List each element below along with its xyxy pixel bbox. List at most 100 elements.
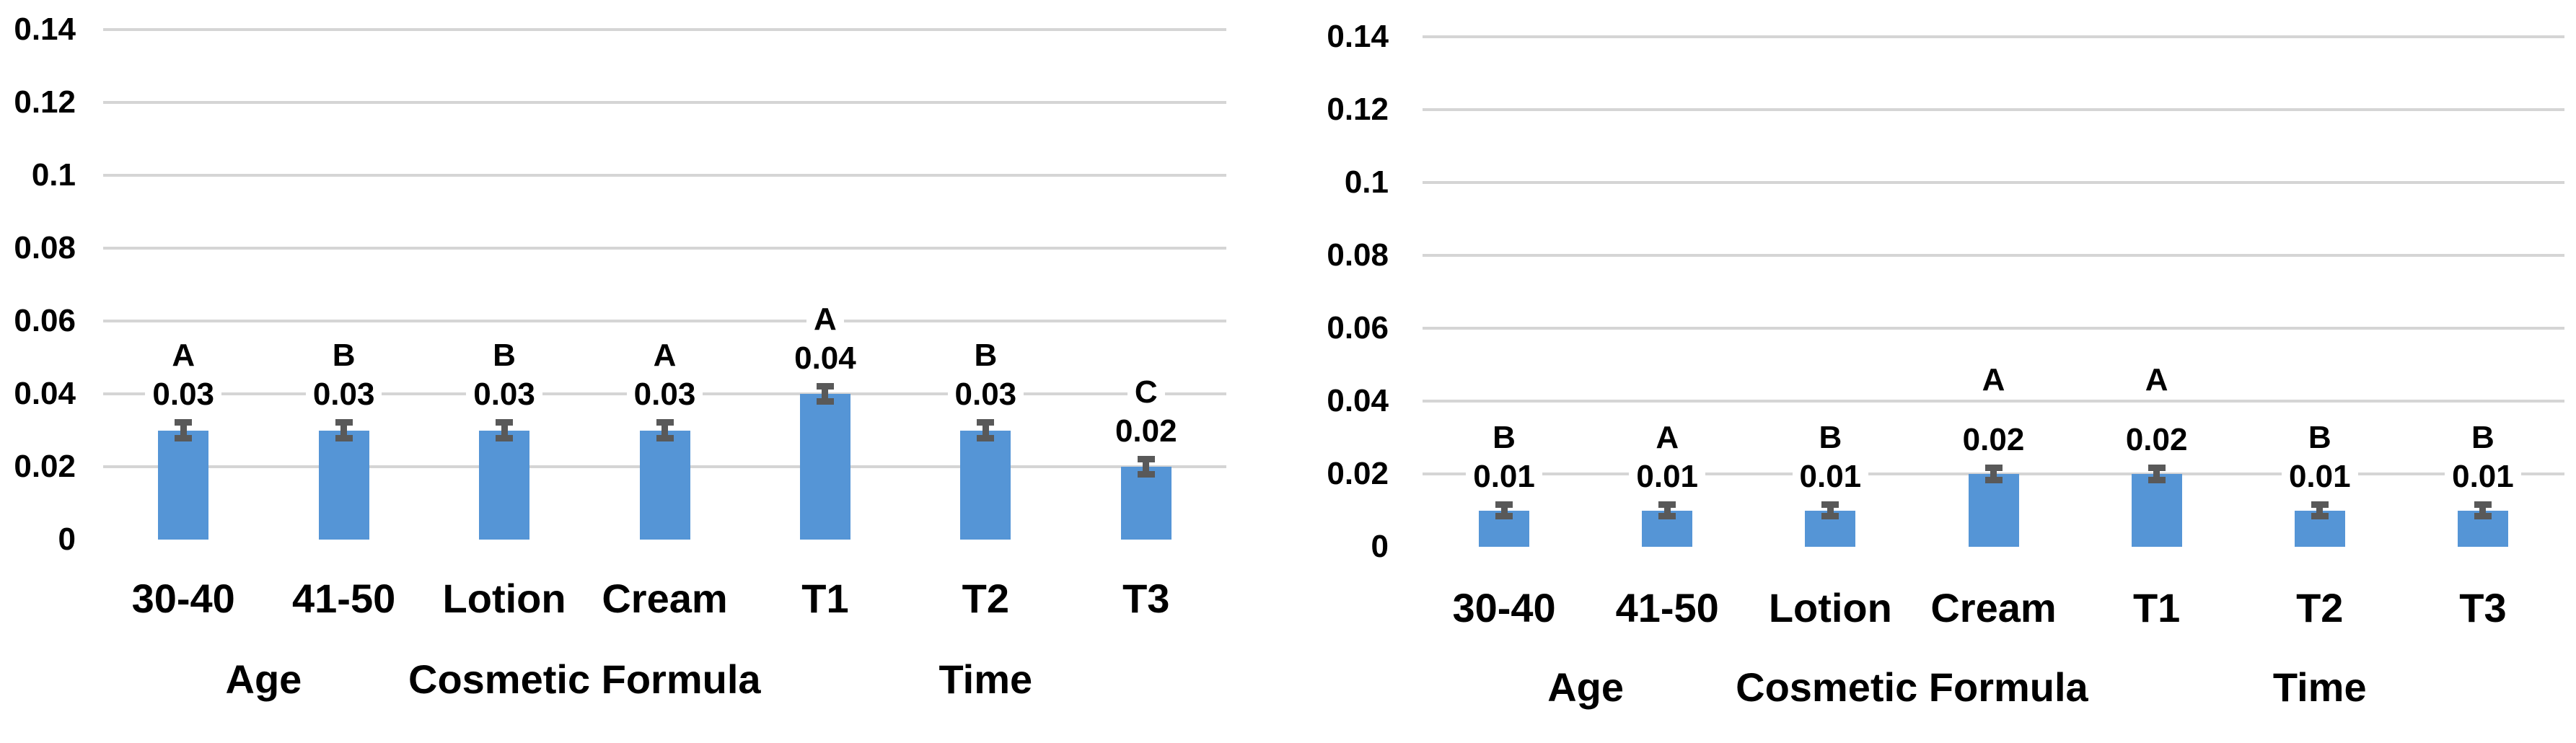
significance-letter: B (1811, 418, 1850, 457)
y-tick-label-0.06: 0.06 (1327, 310, 1389, 346)
category-label-T3: T3 (1122, 576, 1170, 621)
significance-letter-row: C (1052, 373, 1240, 411)
value-label-row: 0.03 (250, 376, 438, 414)
y-tick-label-0.04: 0.04 (14, 376, 76, 411)
gridline-0.14 (103, 28, 1226, 31)
value-label-row: 0.01 (1410, 457, 1598, 496)
error-bar-line (2479, 501, 2487, 520)
error-bar-cap-top (1984, 465, 2003, 472)
category-label-Lotion: Lotion (1768, 585, 1892, 630)
value-label: 0.03 (466, 376, 542, 414)
error-bar-line (1663, 501, 1671, 520)
bar-T2 (960, 430, 1011, 540)
category-label-T2: T2 (2296, 585, 2344, 630)
significance-letter: B (1485, 418, 1523, 457)
y-tick-label-0.08: 0.08 (1327, 237, 1389, 273)
category-label-Cream: Cream (1930, 585, 2057, 630)
y-tick-label-0.1: 0.1 (1344, 164, 1389, 200)
value-label-row: 0.04 (731, 339, 919, 377)
y-tick-label-0.1: 0.1 (31, 157, 76, 193)
bar-Lotion (479, 430, 530, 540)
value-label-row: 0.01 (1736, 457, 1924, 496)
error-bar-cap-bottom (1821, 513, 1839, 520)
gridline-0.1 (103, 174, 1226, 177)
category-label-T3: T3 (2459, 585, 2507, 630)
error-bar-cap-bottom (2474, 513, 2492, 520)
significance-letter: A (646, 337, 684, 375)
gridline-0.12 (103, 101, 1226, 104)
group-label-time: Time (2272, 664, 2367, 710)
error-bar-cap-bottom (1658, 513, 1676, 520)
significance-letter-row: A (571, 337, 759, 375)
significance-letter: B (2464, 418, 2502, 457)
error-bar-line (661, 419, 668, 441)
value-label: 0.01 (1792, 457, 1869, 496)
bar-Cream (1968, 474, 2019, 547)
error-bar-cap-top (1137, 455, 1155, 462)
error-bar-cap-top (1658, 501, 1676, 508)
value-label-row: 0.01 (1573, 457, 1761, 496)
value-label: 0.01 (2445, 457, 2521, 496)
error-bar-line (2153, 465, 2160, 483)
significance-letter-row: A (1900, 361, 2088, 400)
value-label: 0.04 (787, 339, 863, 377)
group-label-cosmetic-formula: Cosmetic Formula (1736, 664, 2088, 710)
significance-letter-row: A (1573, 418, 1761, 457)
significance-letter: B (325, 337, 363, 375)
bar-41-50 (318, 430, 369, 540)
y-tick-label-0.12: 0.12 (14, 84, 76, 120)
y-tick-label-0: 0 (58, 522, 76, 557)
value-label-row: 0.01 (2389, 457, 2576, 496)
significance-letter-row: B (892, 337, 1079, 375)
category-label-41-50: 41-50 (292, 576, 396, 621)
value-label: 0.03 (626, 376, 703, 414)
significance-letter-row: A (731, 300, 919, 338)
error-bar-line (501, 419, 508, 441)
value-label-row: 0.03 (89, 376, 277, 414)
value-label-row: 0.03 (892, 376, 1079, 414)
error-bar-line (1500, 501, 1508, 520)
gridline-0.06 (103, 320, 1226, 322)
y-tick-label-0.08: 0.08 (14, 230, 76, 265)
error-bar-cap-bottom (656, 434, 674, 441)
bar-T1 (2131, 474, 2182, 547)
chart-right: 0 0.02 0.04 0.06 0.08 0.1 0.12 0.14 0.01 B 30-40 0.… (1288, 0, 2576, 743)
bar-Cream (639, 430, 690, 540)
group-label-age: Age (1547, 664, 1625, 710)
value-label-row: 0.02 (1900, 421, 2088, 460)
category-label-41-50: 41-50 (1615, 585, 1719, 630)
significance-letter-row: B (250, 337, 438, 375)
error-bar-line (822, 382, 829, 405)
group-label-cosmetic-formula: Cosmetic Formula (408, 656, 761, 702)
group-label-age: Age (225, 656, 302, 702)
value-label: 0.01 (1629, 457, 1706, 496)
category-label-30-40: 30-40 (131, 576, 235, 621)
value-label: 0.03 (305, 376, 382, 414)
significance-letter: B (967, 337, 1005, 375)
error-bar-cap-top (2148, 465, 2166, 472)
value-label-row: 0.01 (2226, 457, 2414, 496)
category-label-Cream: Cream (602, 576, 728, 621)
value-label: 0.02 (1107, 412, 1184, 450)
value-label: 0.01 (1466, 457, 1542, 496)
category-label-T1: T1 (2132, 585, 2181, 630)
value-label: 0.01 (2281, 457, 2358, 496)
significance-letter-row: B (1736, 418, 1924, 457)
error-bar-line (2316, 501, 2324, 520)
gridline-0.06 (1423, 327, 2564, 330)
value-label: 0.02 (2118, 421, 2195, 460)
category-label-T2: T2 (962, 576, 1010, 621)
error-bar-line (1143, 455, 1150, 478)
error-bar-cap-bottom (2311, 513, 2329, 520)
significance-letter: A (164, 337, 203, 375)
y-tick-label-0: 0 (1371, 529, 1389, 564)
y-tick-label-0.02: 0.02 (14, 449, 76, 484)
error-bar-cap-top (1495, 501, 1513, 508)
error-bar-cap-top (175, 419, 193, 426)
category-label-T1: T1 (801, 576, 849, 621)
gridline-0.14 (1423, 35, 2564, 38)
error-bar-line (1990, 465, 1997, 483)
gridline-0.12 (1423, 108, 2564, 111)
error-bar-line (1827, 501, 1834, 520)
error-bar-cap-top (496, 419, 514, 426)
